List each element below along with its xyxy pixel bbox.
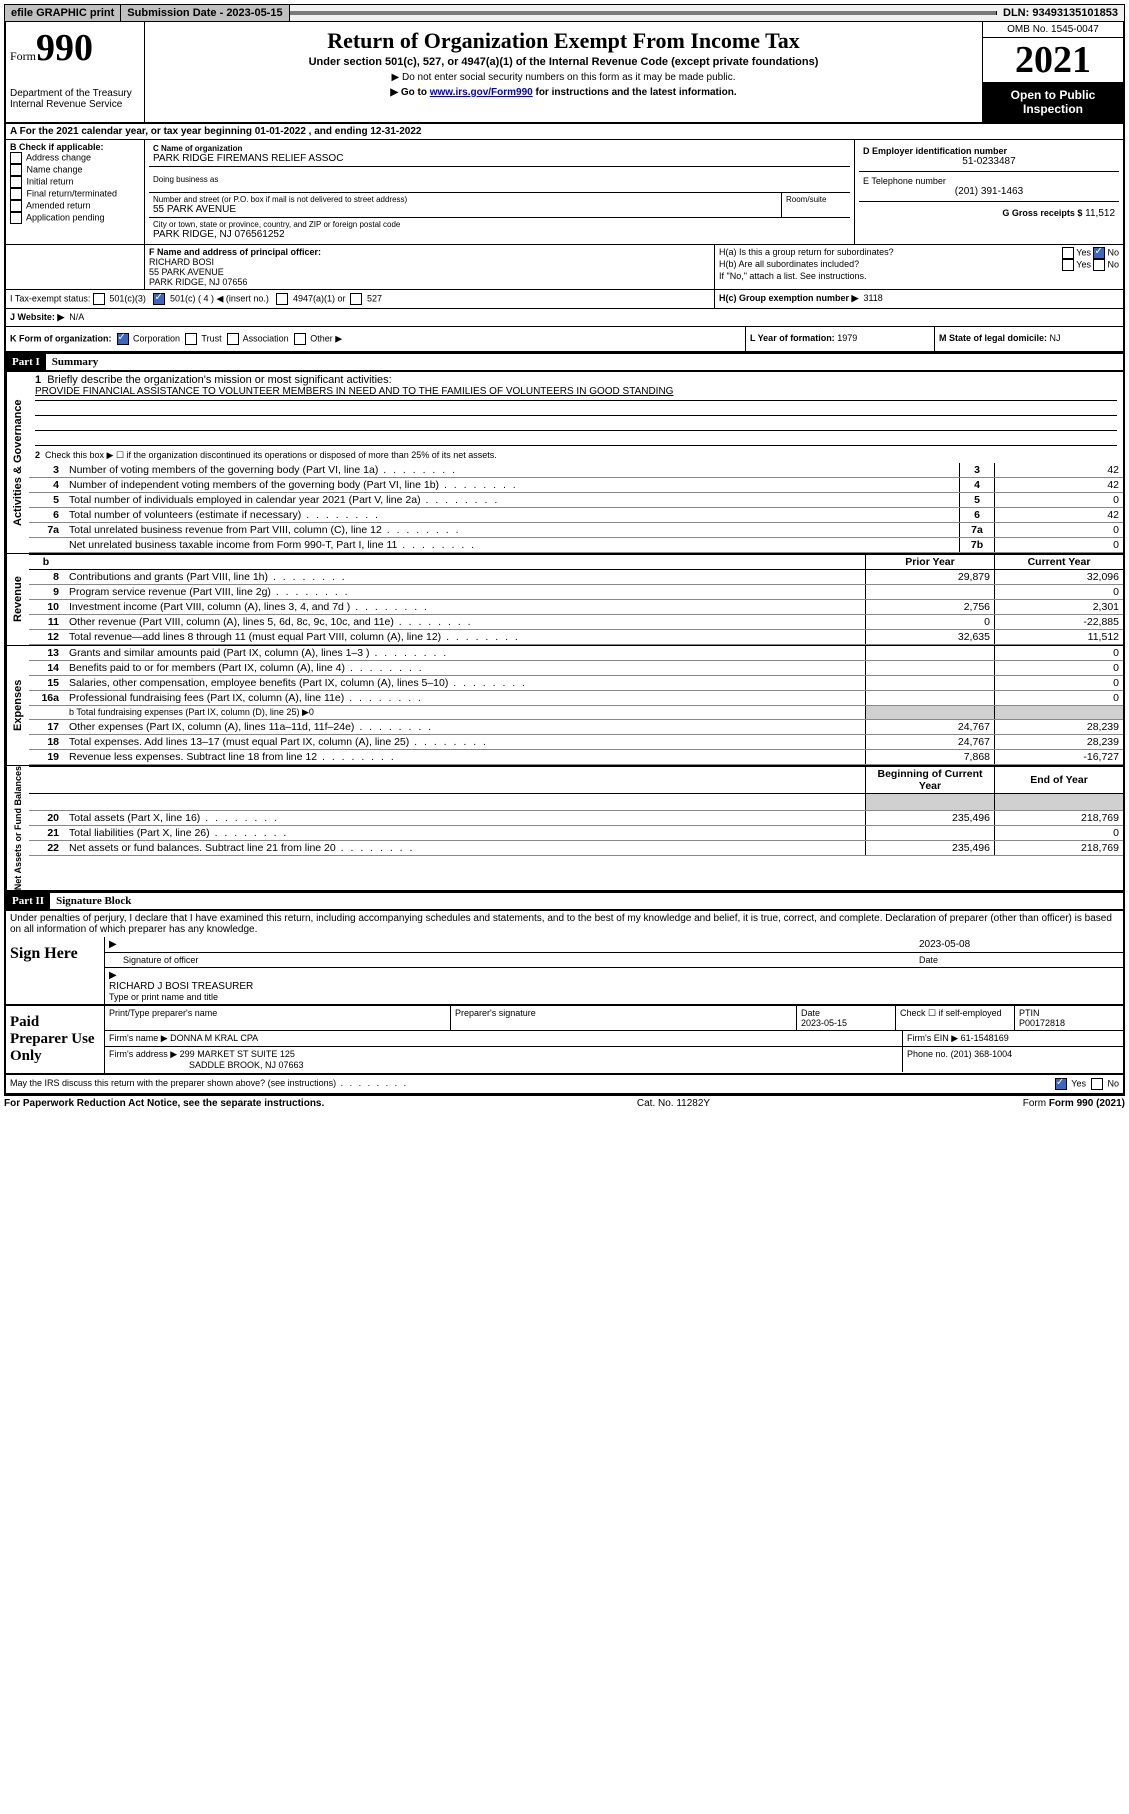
- declaration: Under penalties of perjury, I declare th…: [4, 911, 1125, 937]
- ein: 51-0233487: [863, 156, 1115, 167]
- section-governance: Activities & Governance 1 Briefly descri…: [4, 372, 1125, 554]
- line-7b: Net unrelated business taxable income fr…: [29, 538, 1123, 553]
- box-b: B Check if applicable: Address change Na…: [6, 140, 145, 244]
- omb-number: OMB No. 1545-0047: [983, 22, 1123, 38]
- org-name: PARK RIDGE FIREMANS RELIEF ASSOC: [153, 153, 846, 164]
- line-14: 14Benefits paid to or for members (Part …: [29, 661, 1123, 676]
- website: N/A: [69, 312, 84, 322]
- dln: DLN: 93493135101853: [997, 5, 1124, 21]
- line-22: 22Net assets or fund balances. Subtract …: [29, 841, 1123, 856]
- ssn-note: ▶ Do not enter social security numbers o…: [149, 72, 978, 83]
- vlabel-netassets: Net Assets or Fund Balances: [6, 766, 29, 890]
- line-21: 21Total liabilities (Part X, line 26)0: [29, 826, 1123, 841]
- officer-group-block: F Name and address of principal officer:…: [4, 245, 1125, 290]
- form-title: Return of Organization Exempt From Incom…: [149, 28, 978, 54]
- tax-year: 2021: [983, 38, 1123, 82]
- line-17: 17Other expenses (Part IX, column (A), l…: [29, 720, 1123, 735]
- line-11: 11Other revenue (Part VIII, column (A), …: [29, 615, 1123, 630]
- line-9: 9Program service revenue (Part VIII, lin…: [29, 585, 1123, 600]
- vlabel-revenue: Revenue: [6, 554, 29, 645]
- line-5: 5Total number of individuals employed in…: [29, 493, 1123, 508]
- top-bar: efile GRAPHIC print Submission Date - 20…: [4, 4, 1125, 22]
- discuss-row: May the IRS discuss this return with the…: [4, 1075, 1125, 1095]
- org-address: 55 PARK AVENUE: [153, 204, 777, 215]
- line-13: 13Grants and similar amounts paid (Part …: [29, 646, 1123, 661]
- year-formation: 1979: [837, 333, 857, 343]
- mission-text: PROVIDE FINANCIAL ASSISTANCE TO VOLUNTEE…: [35, 386, 1117, 401]
- domicile: NJ: [1050, 333, 1061, 343]
- checkbox-address-change[interactable]: Address change: [10, 152, 140, 164]
- org-city: PARK RIDGE, NJ 076561252: [153, 229, 846, 240]
- gross-receipts: 11,512: [1085, 208, 1115, 219]
- irs-label: Internal Revenue Service: [10, 99, 140, 110]
- sign-date: 2023-05-08: [919, 939, 1119, 950]
- vlabel-governance: Activities & Governance: [6, 372, 29, 553]
- vlabel-expenses: Expenses: [6, 646, 29, 765]
- form-number: Form990: [10, 26, 140, 70]
- open-inspection: Open to Public Inspection: [983, 82, 1123, 122]
- line-15: 15Salaries, other compensation, employee…: [29, 676, 1123, 691]
- section-revenue: Revenue bPrior YearCurrent Year 8Contrib…: [4, 554, 1125, 646]
- dept-label: Department of the Treasury: [10, 88, 140, 99]
- line-4: 4Number of independent voting members of…: [29, 478, 1123, 493]
- line-19: 19Revenue less expenses. Subtract line 1…: [29, 750, 1123, 765]
- group-exemption: 3118: [863, 293, 882, 303]
- form-subtitle: Under section 501(c), 527, or 4947(a)(1)…: [149, 56, 978, 68]
- klm-row: K Form of organization: Corporation Trus…: [4, 327, 1125, 353]
- right-info: D Employer identification number 51-0233…: [855, 140, 1123, 244]
- part1-header: Part I Summary: [4, 353, 1125, 372]
- line-7a: 7aTotal unrelated business revenue from …: [29, 523, 1123, 538]
- irs-link[interactable]: www.irs.gov/Form990: [430, 87, 533, 98]
- page-footer: For Paperwork Reduction Act Notice, see …: [4, 1095, 1125, 1109]
- checkbox-amended-return[interactable]: Amended return: [10, 200, 140, 212]
- checkbox-final-return-terminated[interactable]: Final return/terminated: [10, 188, 140, 200]
- firm-ein: 61-1548169: [961, 1033, 1009, 1043]
- line-20: 20Total assets (Part X, line 16)235,4962…: [29, 811, 1123, 826]
- part2-header: Part II Signature Block: [4, 892, 1125, 911]
- sign-here-block: Sign Here 2023-05-08 Signature of office…: [4, 937, 1125, 1006]
- officer-name: RICHARD BOSI: [149, 257, 710, 267]
- line-16a: 16aProfessional fundraising fees (Part I…: [29, 691, 1123, 706]
- firm-phone: (201) 368-1004: [951, 1049, 1013, 1059]
- line-12: 12Total revenue—add lines 8 through 11 (…: [29, 630, 1123, 645]
- line-18: 18Total expenses. Add lines 13–17 (must …: [29, 735, 1123, 750]
- box-c: C Name of organization PARK RIDGE FIREMA…: [145, 140, 855, 244]
- checkbox-application-pending[interactable]: Application pending: [10, 212, 140, 224]
- form-header: Form990 Department of the Treasury Inter…: [4, 22, 1125, 124]
- line-3: 3Number of voting members of the governi…: [29, 463, 1123, 478]
- link-note: ▶ Go to www.irs.gov/Form990 for instruct…: [149, 87, 978, 98]
- tax-period: A For the 2021 calendar year, or tax yea…: [4, 124, 1125, 140]
- org-info-block: B Check if applicable: Address change Na…: [4, 140, 1125, 245]
- section-netassets: Net Assets or Fund Balances Beginning of…: [4, 766, 1125, 892]
- officer-printed: RICHARD J BOSI TREASURER: [109, 981, 1119, 992]
- checkbox-initial-return[interactable]: Initial return: [10, 176, 140, 188]
- phone: (201) 391-1463: [863, 186, 1115, 197]
- line-8: 8Contributions and grants (Part VIII, li…: [29, 570, 1123, 585]
- submission-date: Submission Date - 2023-05-15: [121, 5, 289, 21]
- paid-preparer-block: Paid Preparer Use Only Print/Type prepar…: [4, 1006, 1125, 1075]
- section-expenses: Expenses 13Grants and similar amounts pa…: [4, 646, 1125, 766]
- efile-button[interactable]: efile GRAPHIC print: [5, 5, 121, 21]
- line-10: 10Investment income (Part VIII, column (…: [29, 600, 1123, 615]
- tax-status-row: I Tax-exempt status: 501(c)(3) 501(c) ( …: [4, 290, 1125, 309]
- firm-name: DONNA M KRAL CPA: [170, 1033, 258, 1043]
- line-6: 6Total number of volunteers (estimate if…: [29, 508, 1123, 523]
- ptin: P00172818: [1019, 1018, 1065, 1028]
- checkbox-name-change[interactable]: Name change: [10, 164, 140, 176]
- website-row: J Website: ▶ N/A: [4, 309, 1125, 327]
